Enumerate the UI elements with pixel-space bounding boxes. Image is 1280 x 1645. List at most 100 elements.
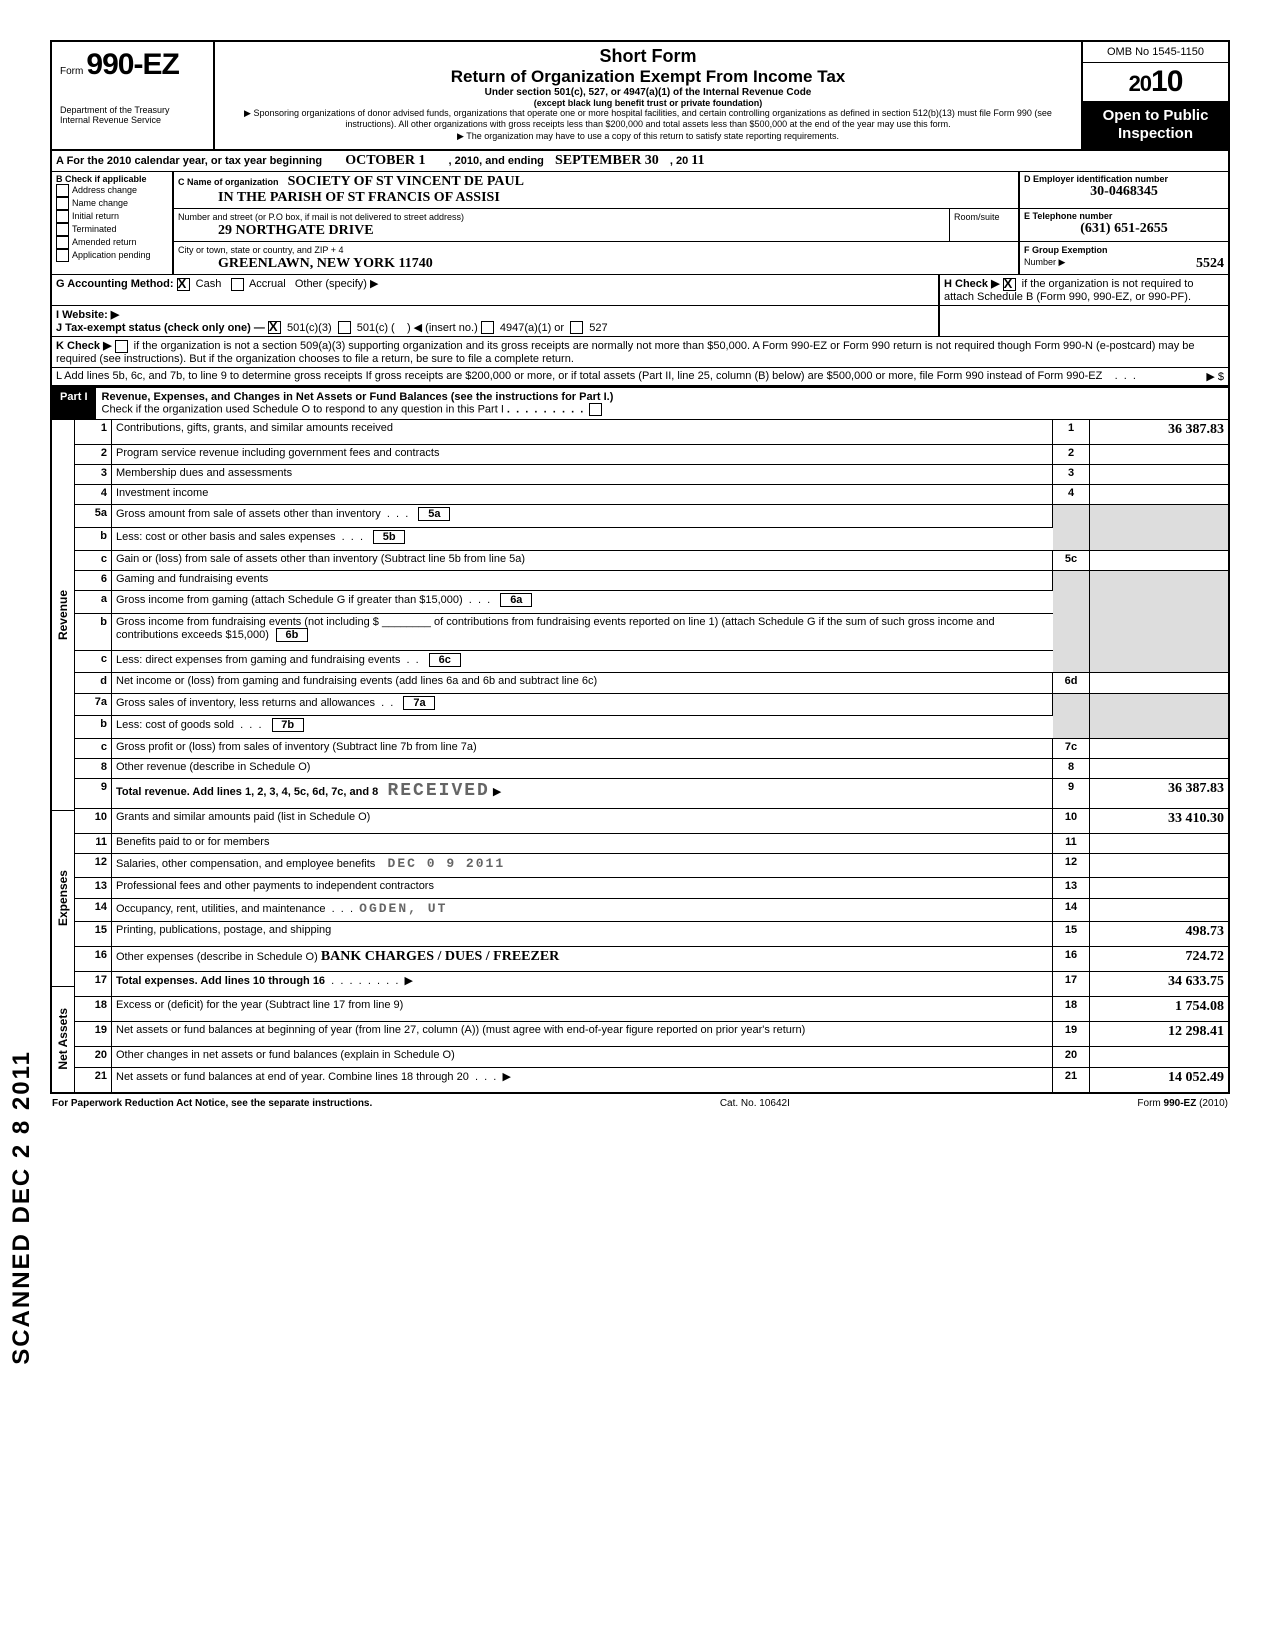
- row-l: L Add lines 5b, 6c, and 7b, to line 9 to…: [52, 368, 1228, 386]
- l5b-box: 5b: [373, 530, 405, 544]
- tax-year: 2010: [1083, 63, 1228, 101]
- scanned-stamp: SCANNED DEC 2 8 2011: [8, 1050, 36, 1365]
- line-4: 4Investment income4: [75, 485, 1228, 505]
- footer: For Paperwork Reduction Act Notice, see …: [50, 1094, 1230, 1113]
- chk-cash[interactable]: [177, 278, 190, 291]
- l6c-t: Less: direct expenses from gaming and fu…: [116, 654, 400, 666]
- g-accrual: Accrual: [249, 278, 286, 290]
- b-opt-2: Initial return: [72, 211, 119, 221]
- l6a-t: Gross income from gaming (attach Schedul…: [116, 594, 463, 606]
- line-11: 11Benefits paid to or for members11: [75, 834, 1228, 854]
- chk-accrual[interactable]: [231, 278, 244, 291]
- l15-t: Printing, publications, postage, and shi…: [112, 922, 1053, 947]
- chk-term[interactable]: [56, 223, 69, 236]
- part1-label: Part I: [52, 388, 96, 419]
- l1-amt: 36 387.83: [1090, 420, 1229, 444]
- year-pre: 20: [1129, 71, 1151, 96]
- row-k: K Check ▶ if the organization is not a s…: [52, 337, 1228, 368]
- chk-initial[interactable]: [56, 210, 69, 223]
- chk-527[interactable]: [570, 321, 583, 334]
- b-opt-1: Name change: [72, 198, 128, 208]
- l-text: L Add lines 5b, 6c, and 7b, to line 9 to…: [56, 370, 1102, 382]
- f-num: Number ▶: [1024, 257, 1065, 267]
- l5b-t: Less: cost or other basis and sales expe…: [116, 531, 336, 543]
- line-21: 21Net assets or fund balances at end of …: [75, 1067, 1228, 1092]
- form-990ez: Form 990-EZ Department of the Treasury I…: [50, 40, 1230, 1094]
- chk-amend[interactable]: [56, 236, 69, 249]
- l-amt: ▶ $: [1206, 370, 1224, 383]
- stamp-received: RECEIVED: [387, 781, 489, 801]
- city-label: City or town, state or country, and ZIP …: [178, 245, 344, 255]
- short-form: Short Form: [221, 46, 1075, 67]
- d-val: 30-0468345: [1024, 184, 1224, 200]
- chk-name[interactable]: [56, 197, 69, 210]
- row-g-h: G Accounting Method: Cash Accrual Other …: [52, 275, 1228, 306]
- side-rev: Revenue: [56, 590, 70, 640]
- chk-part1[interactable]: [589, 403, 602, 416]
- b-opt-5: Application pending: [72, 250, 151, 260]
- subtitle2: (except black lung benefit trust or priv…: [221, 98, 1075, 108]
- a-label: A For the 2010 calendar year, or tax yea…: [56, 155, 322, 167]
- chk-h[interactable]: [1003, 278, 1016, 291]
- l7c-t: Gross profit or (loss) from sales of inv…: [112, 738, 1053, 758]
- city: GREENLAWN, NEW YORK 11740: [218, 256, 433, 271]
- l18-amt: 1 754.08: [1090, 997, 1229, 1022]
- l6b-box: 6b: [276, 628, 308, 642]
- form-word: Form: [60, 66, 83, 77]
- l6d-t: Net income or (loss) from gaming and fun…: [112, 673, 1053, 693]
- open1: Open to Public: [1087, 107, 1224, 125]
- part1-check: Check if the organization used Schedule …: [102, 403, 504, 415]
- l9-t: Total revenue. Add lines 1, 2, 3, 4, 5c,…: [116, 786, 378, 798]
- l6-t: Gaming and fundraising events: [112, 570, 1053, 590]
- l6a-box: 6a: [500, 593, 532, 607]
- l5a-t: Gross amount from sale of assets other t…: [116, 508, 381, 520]
- part1-title: Revenue, Expenses, and Changes in Net As…: [102, 391, 614, 403]
- l10-amt: 33 410.30: [1090, 809, 1229, 834]
- line-2: 2Program service revenue including gover…: [75, 444, 1228, 464]
- line-17: 17Total expenses. Add lines 10 through 1…: [75, 972, 1228, 997]
- chk-app[interactable]: [56, 249, 69, 262]
- b-opt-3: Terminated: [72, 224, 117, 234]
- j-d: 527: [589, 322, 607, 334]
- omb-no: OMB No 1545-1150: [1083, 42, 1228, 63]
- l17-amt: 34 633.75: [1090, 972, 1229, 997]
- line-6: 6Gaming and fundraising events: [75, 570, 1228, 590]
- k-text: if the organization is not a section 509…: [56, 340, 1194, 365]
- l11-t: Benefits paid to or for members: [112, 834, 1053, 854]
- l17-t: Total expenses. Add lines 10 through 16: [116, 975, 325, 987]
- line-3: 3Membership dues and assessments3: [75, 464, 1228, 484]
- l7b-box: 7b: [272, 718, 304, 732]
- k-label: K Check ▶: [56, 340, 112, 352]
- stamp-ogden: OGDEN, UT: [359, 901, 447, 916]
- c-label: C Name of organization: [178, 177, 279, 187]
- l13-t: Professional fees and other payments to …: [112, 878, 1053, 898]
- fine-print-2: ▶ The organization may have to use a cop…: [221, 131, 1075, 142]
- chk-501c3[interactable]: [268, 321, 281, 334]
- omb-cell: OMB No 1545-1150 2010 Open to Public Ins…: [1083, 42, 1228, 149]
- line-18: 18Excess or (deficit) for the year (Subt…: [75, 997, 1228, 1022]
- lines-table: 1Contributions, gifts, grants, and simil…: [75, 420, 1228, 1092]
- l16-t: Other expenses (describe in Schedule O): [116, 951, 318, 963]
- l7b-t: Less: cost of goods sold: [116, 719, 234, 731]
- b-label: B Check if applicable: [56, 174, 168, 184]
- chk-k[interactable]: [115, 340, 128, 353]
- g-label: G Accounting Method:: [56, 278, 174, 290]
- chk-address[interactable]: [56, 184, 69, 197]
- chk-4947[interactable]: [481, 321, 494, 334]
- b-opt-0: Address change: [72, 185, 137, 195]
- l5c-t: Gain or (loss) from sale of assets other…: [112, 550, 1053, 570]
- l8-t: Other revenue (describe in Schedule O): [112, 759, 1053, 779]
- l20-t: Other changes in net assets or fund bala…: [112, 1047, 1053, 1067]
- title-cell: Short Form Return of Organization Exempt…: [215, 42, 1083, 149]
- chk-501c[interactable]: [338, 321, 351, 334]
- line-19: 19Net assets or fund balances at beginni…: [75, 1022, 1228, 1047]
- j-a: 501(c)(3): [287, 322, 332, 334]
- stamp-date: DEC 0 9 2011: [388, 856, 506, 871]
- l16-hand: BANK CHARGES / DUES / FREEZER: [321, 949, 559, 964]
- footer-right: Form 990-EZ (2010): [1137, 1098, 1228, 1109]
- line-12: 12Salaries, other compensation, and empl…: [75, 854, 1228, 878]
- a-yr-lbl: , 20: [670, 155, 688, 167]
- f-label: F Group Exemption: [1024, 245, 1108, 255]
- l19-t: Net assets or fund balances at beginning…: [112, 1022, 1053, 1047]
- line-a: A For the 2010 calendar year, or tax yea…: [52, 151, 1228, 172]
